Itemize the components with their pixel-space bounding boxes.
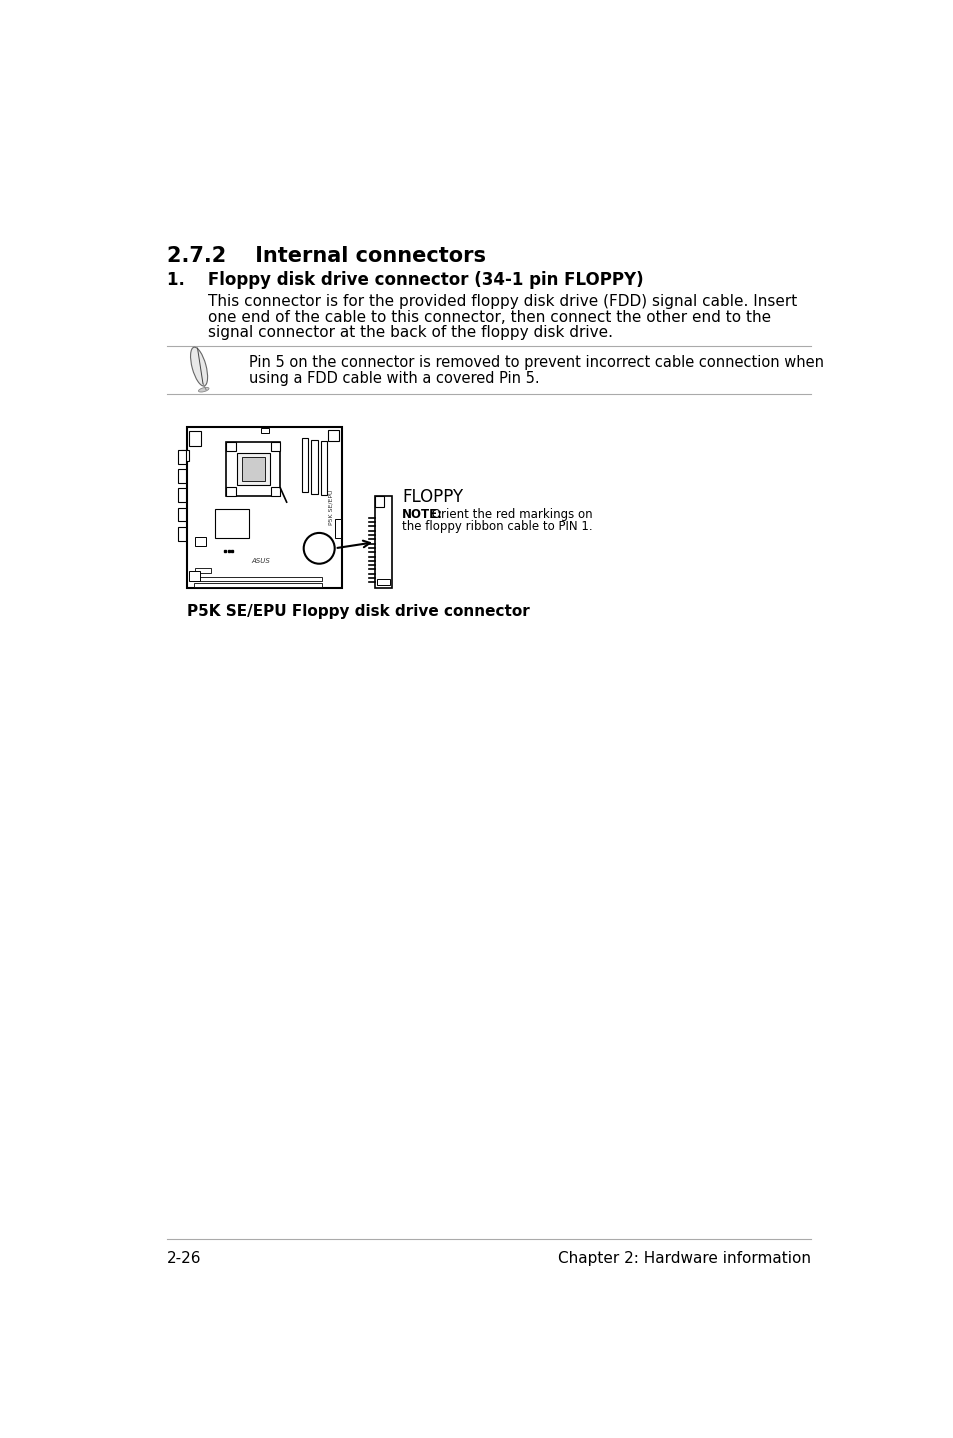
Bar (241, 457, 265, 480)
Bar (375, 496, 383, 506)
Bar (236, 453, 270, 485)
Bar (187, 427, 342, 588)
Bar (195, 568, 211, 572)
Bar (302, 439, 308, 492)
Text: This connector is for the provided floppy disk drive (FDD) signal cable. Insert: This connector is for the provided flopp… (208, 295, 797, 309)
Bar (178, 526, 186, 541)
Bar (193, 577, 321, 581)
Bar (193, 582, 321, 587)
Bar (311, 440, 317, 493)
Bar (189, 571, 199, 581)
Bar (376, 580, 390, 585)
Text: using a FDD cable with a covered Pin 5.: using a FDD cable with a covered Pin 5. (249, 371, 539, 387)
Bar (261, 429, 269, 433)
Bar (226, 441, 235, 452)
Text: 2-26: 2-26 (167, 1251, 202, 1265)
Bar (178, 450, 186, 463)
Bar (320, 441, 327, 495)
Bar (178, 489, 186, 502)
Bar (214, 509, 249, 538)
Bar (375, 496, 392, 588)
Text: NOTE:: NOTE: (402, 508, 442, 521)
Bar (226, 486, 235, 496)
Text: P5K SE/EPU Floppy disk drive connector: P5K SE/EPU Floppy disk drive connector (187, 604, 530, 618)
Ellipse shape (191, 347, 208, 385)
Bar (178, 469, 186, 483)
Text: 1.    Floppy disk drive connector (34-1 pin FLOPPY): 1. Floppy disk drive connector (34-1 pin… (167, 272, 643, 289)
Text: one end of the cable to this connector, then connect the other end to the: one end of the cable to this connector, … (208, 309, 771, 325)
Bar (181, 450, 189, 462)
Text: Orient the red markings on: Orient the red markings on (427, 508, 592, 521)
Text: the floppy ribbon cable to PIN 1.: the floppy ribbon cable to PIN 1. (402, 519, 592, 533)
Bar (189, 430, 201, 446)
Text: Pin 5 on the connector is removed to prevent incorrect cable connection when: Pin 5 on the connector is removed to pre… (249, 355, 823, 370)
Bar (178, 508, 186, 522)
Text: signal connector at the back of the floppy disk drive.: signal connector at the back of the flop… (208, 325, 613, 339)
Bar (271, 486, 280, 496)
Text: Chapter 2: Hardware information: Chapter 2: Hardware information (557, 1251, 810, 1265)
Bar (328, 430, 339, 440)
Text: FLOPPY: FLOPPY (402, 489, 463, 506)
Bar (195, 536, 206, 546)
Text: ASUS: ASUS (252, 558, 271, 564)
Bar (271, 441, 280, 452)
Bar (335, 519, 340, 538)
Bar (226, 441, 280, 496)
Ellipse shape (198, 387, 209, 393)
Text: P5K SE/EPU: P5K SE/EPU (328, 490, 333, 525)
Text: 2.7.2    Internal connectors: 2.7.2 Internal connectors (167, 246, 486, 266)
